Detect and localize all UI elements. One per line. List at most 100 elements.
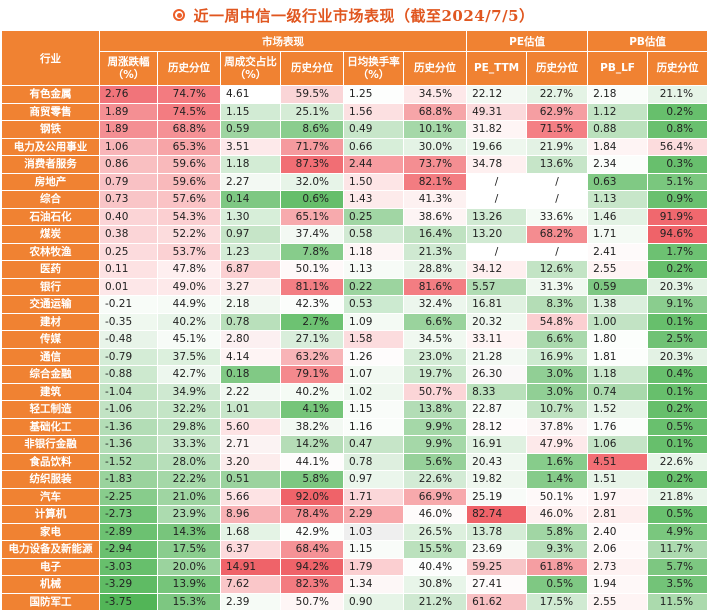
percentile-cell: 59.5% xyxy=(280,85,344,104)
value-cell: -3.75 xyxy=(99,592,158,611)
value-cell: 2.40 xyxy=(587,522,649,541)
value-cell: 0.25 xyxy=(343,207,404,226)
page-title: 近一周中信一级行业市场表现（截至2024/7/5） xyxy=(193,6,535,25)
value-cell: 4.51 xyxy=(587,452,649,471)
percentile-cell: 7.8% xyxy=(280,242,344,261)
table-row: 电子 -3.03 20.0% 14.91 94.2% 1.79 40.4% 59.25 61.8… xyxy=(1,557,708,576)
value-cell: -0.79 xyxy=(99,347,158,366)
value-cell: 0.97 xyxy=(220,225,281,244)
industry-name: 建材 xyxy=(1,312,100,331)
percentile-cell: 73.7% xyxy=(402,155,468,174)
value-cell: 1.18 xyxy=(220,155,281,174)
percentile-cell: 53.7% xyxy=(157,242,221,261)
percentile-cell: 21.3% xyxy=(402,242,468,261)
percentile-cell: 78.4% xyxy=(280,505,344,524)
percentile-cell: 56.4% xyxy=(647,137,708,156)
industry-name: 计算机 xyxy=(1,505,100,524)
percentile-cell: 82.3% xyxy=(280,575,344,594)
percentile-cell: 11.5% xyxy=(647,592,708,611)
table-row: 消费者服务 0.86 59.6% 1.18 87.3% 2.44 73.7% 34.78 13.… xyxy=(1,155,708,174)
industry-name: 纺织服装 xyxy=(1,470,100,489)
table-row: 传媒 -0.48 45.1% 2.80 27.1% 1.58 34.5% 33.11 6.6% 1… xyxy=(1,330,708,349)
value-cell: 28.12 xyxy=(466,417,528,436)
value-cell: 1.94 xyxy=(587,575,649,594)
value-cell: 1.79 xyxy=(343,557,404,576)
industry-name: 有色金属 xyxy=(1,85,100,104)
percentile-cell: 23.0% xyxy=(402,347,468,366)
percentile-cell: 41.3% xyxy=(402,190,468,209)
percentile-cell: 37.8% xyxy=(526,417,589,436)
percentile-cell: 40.4% xyxy=(402,557,468,576)
percentile-cell: 25.1% xyxy=(280,102,344,121)
percentile-cell: 2.7% xyxy=(280,312,344,331)
value-cell: 21.28 xyxy=(466,347,528,366)
value-cell: 1.71 xyxy=(343,487,404,506)
percentile-cell: 1.7% xyxy=(647,242,708,261)
value-cell: 5.60 xyxy=(220,417,281,436)
percentile-cell: 0.9% xyxy=(647,190,708,209)
table-row: 综合 0.73 57.6% 0.14 0.6% 1.43 41.3% //1.13 0.9% xyxy=(1,190,708,209)
industry-name: 石油石化 xyxy=(1,207,100,226)
percentile-cell: 62.9% xyxy=(526,102,589,121)
market-performance-header: 市场表现 xyxy=(98,30,468,52)
percentile-cell: 34.5% xyxy=(402,330,468,349)
percentile-cell: 9.9% xyxy=(402,417,468,436)
value-cell: 2.44 xyxy=(343,155,404,174)
table-row: 非银行金融 -1.36 33.3% 2.71 14.2% 0.47 9.9% 16.91 47.… xyxy=(1,435,708,454)
table-row: 银行 0.01 49.0% 3.27 81.1% 0.22 81.6% 5.57 31.3% 0.… xyxy=(1,277,708,296)
industry-name: 食品饮料 xyxy=(1,452,100,471)
value-cell: 1.80 xyxy=(587,330,649,349)
value-cell: 3.51 xyxy=(220,137,281,156)
value-cell: -0.48 xyxy=(99,330,158,349)
pb-valuation-header: PB估值 xyxy=(587,30,708,52)
value-cell: 1.23 xyxy=(220,242,281,261)
value-cell: 0.53 xyxy=(343,295,404,314)
pb-lf-header: PB_LF xyxy=(587,51,649,86)
value-cell: 1.13 xyxy=(343,260,404,279)
percentile-cell: 31.3% xyxy=(526,277,589,296)
percentile-cell: 0.4% xyxy=(647,365,708,384)
percentile-cell: 5.7% xyxy=(647,557,708,576)
percentile-cell: 33.6% xyxy=(526,207,589,226)
value-cell: 0.63 xyxy=(587,172,649,191)
value-cell: 16.81 xyxy=(466,295,528,314)
value-cell: 0.40 xyxy=(99,207,158,226)
value-cell: 1.68 xyxy=(220,522,281,541)
percentile-cell: 65.3% xyxy=(157,137,221,156)
value-cell: 0.74 xyxy=(587,382,649,401)
percentile-cell: 81.1% xyxy=(280,277,344,296)
value-cell: 0.22 xyxy=(343,277,404,296)
percentile-cell: 47.9% xyxy=(526,435,589,454)
percentile-cell: 0.2% xyxy=(647,470,708,489)
percentile-cell: 32.0% xyxy=(280,172,344,191)
percentile-cell: 46.0% xyxy=(526,505,589,524)
percentile-cell: 22.2% xyxy=(157,470,221,489)
value-cell: 0.78 xyxy=(343,452,404,471)
percentile-cell: 30.0% xyxy=(402,137,468,156)
industry-name: 通信 xyxy=(1,347,100,366)
value-cell: 3.27 xyxy=(220,277,281,296)
turnover-rate-pct-header: 历史分位 xyxy=(402,51,468,86)
industry-name: 电子 xyxy=(1,557,100,576)
percentile-cell: 54.8% xyxy=(526,312,589,331)
value-cell: 3.20 xyxy=(220,452,281,471)
percentile-cell: / xyxy=(526,172,589,191)
percentile-cell: 5.1% xyxy=(647,172,708,191)
percentile-cell: 82.1% xyxy=(402,172,468,191)
value-cell: 1.15 xyxy=(343,540,404,559)
value-cell: 2.18 xyxy=(587,85,649,104)
percentile-cell: 32.2% xyxy=(157,400,221,419)
industry-name: 交通运输 xyxy=(1,295,100,314)
value-cell: 1.06 xyxy=(587,435,649,454)
percentile-cell: 94.6% xyxy=(647,225,708,244)
value-cell: 1.18 xyxy=(343,242,404,261)
value-cell: 0.49 xyxy=(343,120,404,139)
table-row: 家电 -2.89 14.3% 1.68 42.9% 1.03 26.5% 13.78 5.8% 2… xyxy=(1,522,708,541)
value-cell: 6.37 xyxy=(220,540,281,559)
percentile-cell: 28.0% xyxy=(157,452,221,471)
value-cell: 0.73 xyxy=(99,190,158,209)
percentile-cell: 94.2% xyxy=(280,557,344,576)
value-cell: 13.78 xyxy=(466,522,528,541)
value-cell: 0.90 xyxy=(343,592,404,611)
value-cell: 0.58 xyxy=(343,225,404,244)
